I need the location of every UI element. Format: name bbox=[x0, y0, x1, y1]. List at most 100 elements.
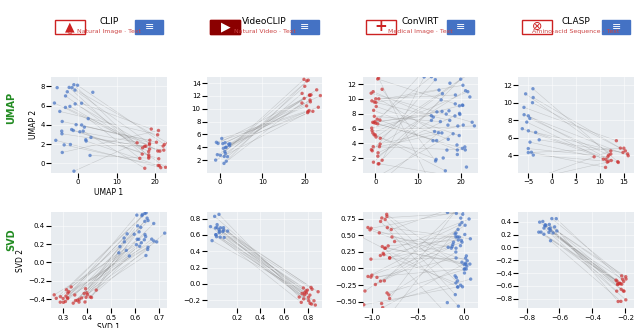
Point bbox=[612, 289, 622, 294]
X-axis label: UMAP 1: UMAP 1 bbox=[94, 188, 124, 197]
Point bbox=[423, 176, 433, 181]
Point bbox=[449, 239, 459, 245]
Point bbox=[604, 153, 614, 158]
Point bbox=[552, 228, 562, 234]
Point bbox=[390, 239, 400, 244]
FancyBboxPatch shape bbox=[291, 20, 319, 34]
Point bbox=[71, 122, 81, 127]
Point bbox=[134, 229, 144, 235]
Point bbox=[371, 100, 381, 105]
Point bbox=[524, 128, 534, 133]
Point bbox=[448, 131, 458, 136]
Point bbox=[299, 77, 309, 82]
Point bbox=[451, 211, 461, 216]
Point bbox=[154, 163, 164, 168]
Point bbox=[159, 142, 170, 147]
Point bbox=[522, 119, 532, 125]
Point bbox=[450, 101, 460, 107]
Point bbox=[367, 128, 377, 133]
Point bbox=[304, 108, 314, 113]
Point bbox=[211, 232, 221, 237]
Point bbox=[520, 91, 531, 96]
Point bbox=[384, 292, 394, 297]
Point bbox=[619, 146, 629, 151]
Point bbox=[303, 295, 314, 300]
Point bbox=[313, 105, 323, 110]
Point bbox=[144, 142, 154, 147]
Point bbox=[141, 210, 151, 215]
Point bbox=[366, 147, 376, 152]
Point bbox=[442, 148, 452, 153]
Point bbox=[456, 215, 466, 221]
Point bbox=[137, 152, 147, 157]
Point bbox=[451, 246, 461, 251]
Point bbox=[144, 154, 154, 159]
Point bbox=[371, 134, 381, 140]
Point bbox=[367, 148, 378, 154]
Point bbox=[616, 299, 626, 304]
Point bbox=[461, 253, 472, 258]
Point bbox=[300, 84, 310, 89]
Point bbox=[523, 150, 533, 155]
Point bbox=[140, 144, 150, 149]
Point bbox=[420, 67, 431, 72]
Point bbox=[428, 114, 438, 120]
Point bbox=[80, 299, 90, 305]
Point bbox=[303, 109, 313, 114]
Point bbox=[458, 208, 468, 214]
Point bbox=[367, 273, 377, 278]
Point bbox=[132, 140, 142, 145]
Point bbox=[451, 235, 461, 240]
Point bbox=[65, 142, 76, 147]
Point bbox=[214, 229, 225, 234]
Point bbox=[464, 216, 474, 222]
Point bbox=[154, 156, 164, 161]
Point bbox=[153, 148, 163, 154]
Text: Natural Image · Text: Natural Image · Text bbox=[77, 29, 141, 34]
Point bbox=[621, 274, 631, 279]
Point bbox=[374, 161, 384, 166]
Point bbox=[85, 294, 95, 299]
Point bbox=[214, 227, 224, 232]
Point bbox=[79, 125, 90, 130]
Point bbox=[368, 89, 378, 94]
Point bbox=[614, 280, 625, 286]
Point bbox=[460, 266, 470, 271]
Point bbox=[217, 136, 227, 141]
Point bbox=[621, 277, 631, 282]
Point bbox=[452, 278, 463, 283]
Point bbox=[456, 282, 466, 288]
Point bbox=[618, 279, 628, 284]
Point bbox=[220, 140, 230, 145]
Point bbox=[49, 100, 60, 106]
X-axis label: SVD 1: SVD 1 bbox=[97, 323, 120, 328]
Point bbox=[159, 231, 170, 236]
Point bbox=[528, 153, 538, 158]
Point bbox=[428, 138, 438, 143]
Point bbox=[369, 108, 379, 113]
Point bbox=[57, 131, 67, 136]
Point bbox=[432, 109, 442, 114]
Point bbox=[143, 245, 153, 250]
Point bbox=[615, 146, 625, 151]
Point bbox=[371, 104, 381, 109]
Point bbox=[615, 281, 625, 286]
Point bbox=[426, 113, 436, 118]
Point bbox=[456, 202, 467, 208]
Point bbox=[297, 291, 307, 296]
Point bbox=[544, 226, 554, 232]
Point bbox=[134, 237, 144, 242]
Point bbox=[140, 237, 150, 242]
FancyBboxPatch shape bbox=[522, 20, 552, 34]
Point bbox=[380, 217, 390, 222]
Point bbox=[372, 121, 383, 127]
Point bbox=[613, 160, 623, 165]
Point bbox=[152, 239, 162, 244]
Point bbox=[211, 140, 221, 145]
Point bbox=[437, 71, 447, 76]
Point bbox=[76, 295, 86, 300]
Point bbox=[451, 230, 461, 236]
Point bbox=[59, 142, 69, 148]
Point bbox=[76, 101, 86, 106]
Point bbox=[458, 212, 468, 217]
